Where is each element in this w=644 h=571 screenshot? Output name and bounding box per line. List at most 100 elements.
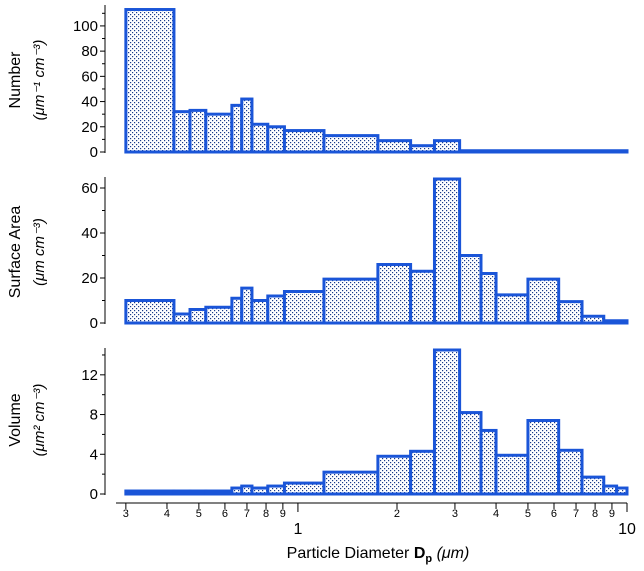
volume-bar xyxy=(204,489,234,496)
x-tick-label: 4 xyxy=(164,508,170,520)
number-ylabel: Number (μm⁻¹ cm⁻³) xyxy=(7,40,48,121)
x-tick-label: 2 xyxy=(394,508,400,520)
volume-bar xyxy=(432,348,462,496)
volume-ylabel: Volume (μm² cm⁻³) xyxy=(7,384,48,457)
surface-area-bar xyxy=(432,177,462,325)
volume-bar xyxy=(188,489,208,496)
number-panel: 0 20 40 60 80 100 xyxy=(73,5,629,161)
x-tick-label: 6 xyxy=(551,508,557,520)
x-axis-title-unit: (μm) xyxy=(432,545,469,562)
surface-area-bar xyxy=(124,299,176,325)
x-axis-title-main: Particle Diameter xyxy=(287,545,414,562)
x-axis-title-bold: D xyxy=(414,545,426,562)
x-tick-label: 3 xyxy=(452,508,458,520)
surface-area-bar xyxy=(494,293,530,325)
volume-bar xyxy=(580,475,606,496)
x-axis: 3 4 5 6 7 8 912 3 4 5 6 7 8 910 xyxy=(116,502,636,538)
number-y-tick-label: 0 xyxy=(90,144,98,161)
volume-bar xyxy=(266,484,286,496)
number-bar xyxy=(250,122,270,154)
number-bar xyxy=(409,144,436,154)
volume-ylabel-line1: Volume xyxy=(7,393,24,446)
volume-y-tick-label: 0 xyxy=(90,486,98,503)
x-tick-label: 1 xyxy=(293,521,302,538)
surface-area-bar xyxy=(322,277,380,325)
surface-area-ylabel: Surface Area (μm cm⁻³) xyxy=(7,206,48,299)
x-tick-label: 8 xyxy=(592,508,598,520)
surface-area-bar xyxy=(250,299,270,325)
number-bar xyxy=(458,149,629,154)
surface-area-bar xyxy=(479,272,498,325)
number-ylabel-line1: Number xyxy=(7,51,24,109)
surface-area-bar xyxy=(204,305,234,325)
x-tick-label: 8 xyxy=(263,508,269,520)
volume-bar xyxy=(282,481,326,496)
volume-panel: 0 4 8 12 xyxy=(81,348,629,503)
volume-y-tick-label: 8 xyxy=(90,407,98,424)
volume-bar xyxy=(557,448,584,496)
surface-area-bar xyxy=(282,290,326,325)
number-bar xyxy=(124,8,176,154)
volume-bar xyxy=(494,453,530,496)
volume-y-tick-label: 12 xyxy=(81,367,98,384)
x-tick-label: 5 xyxy=(525,508,531,520)
volume-y-tick-label: 4 xyxy=(90,446,98,463)
number-bar xyxy=(376,139,413,154)
surface-area-y-tick-label: 60 xyxy=(81,180,98,197)
volume-bar xyxy=(479,428,498,496)
number-y-tick-label: 100 xyxy=(73,18,98,35)
surface-area-bar xyxy=(172,312,192,325)
surface-area-bar xyxy=(240,286,254,325)
x-tick-label: 7 xyxy=(573,508,579,520)
surface-area-panel: 0 20 40 60 xyxy=(81,177,629,332)
number-y-tick-label: 60 xyxy=(81,68,98,85)
volume-bar xyxy=(250,486,270,496)
volume-bar xyxy=(615,486,629,496)
volume-bar xyxy=(240,484,254,496)
surface-area-y-tick-label: 40 xyxy=(81,225,98,242)
x-tick-label: 7 xyxy=(244,508,250,520)
x-tick-label: 5 xyxy=(196,508,202,520)
number-bar xyxy=(432,139,462,154)
volume-bar xyxy=(322,470,380,496)
x-axis-title-subscript: p xyxy=(425,553,432,565)
surface-area-bar xyxy=(526,277,561,325)
surface-area-bar xyxy=(458,254,483,325)
number-bar xyxy=(322,134,380,154)
surface-area-y-tick-label: 0 xyxy=(90,315,98,332)
x-tick-label: 10 xyxy=(618,521,636,538)
surface-area-bar xyxy=(580,314,606,325)
x-tick-label: 4 xyxy=(493,508,499,520)
x-axis-title: Particle Diameter Dp (μm) xyxy=(287,545,470,565)
surface-area-ylabel-line2: (μm cm⁻³) xyxy=(31,218,48,286)
volume-bar xyxy=(526,419,561,496)
x-tick-label: 3 xyxy=(123,508,129,520)
x-tick-label: 9 xyxy=(280,508,286,520)
number-y-tick-label: 80 xyxy=(81,43,98,60)
volume-bar xyxy=(409,449,436,496)
number-bar xyxy=(266,125,286,154)
number-y-tick-label: 40 xyxy=(81,94,98,111)
surface-area-bar xyxy=(409,269,436,325)
volume-bar xyxy=(172,489,192,496)
number-ylabel-line2: (μm⁻¹ cm⁻³) xyxy=(31,40,48,121)
number-bar xyxy=(282,129,326,154)
volume-ylabel-line2: (μm² cm⁻³) xyxy=(31,384,48,457)
surface-area-bar xyxy=(602,319,629,325)
surface-area-ylabel-line1: Surface Area xyxy=(7,206,24,299)
number-bar xyxy=(204,112,234,154)
number-bar xyxy=(188,108,208,154)
x-tick-label: 6 xyxy=(222,508,228,520)
surface-area-bar xyxy=(557,300,584,325)
x-tick-label: 9 xyxy=(609,508,615,520)
volume-bar xyxy=(124,489,176,496)
number-y-tick-label: 20 xyxy=(81,119,98,136)
volume-bar xyxy=(602,484,619,496)
volume-bar xyxy=(376,454,413,496)
surface-area-y-tick-label: 20 xyxy=(81,270,98,287)
surface-area-bar xyxy=(188,308,208,325)
number-bar xyxy=(240,97,254,154)
number-bar xyxy=(172,110,192,154)
volume-bar xyxy=(458,411,483,496)
